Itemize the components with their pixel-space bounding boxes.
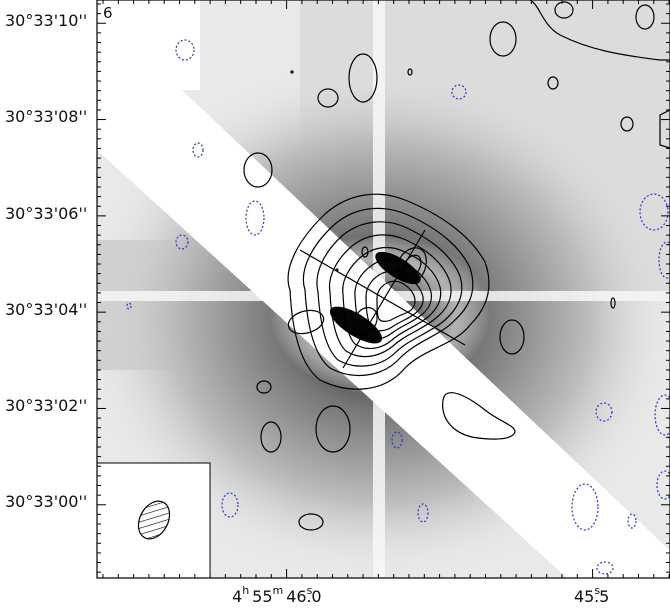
dec-tick-label: 30°33'00'': [5, 492, 87, 511]
positive-contours-main: [287, 193, 490, 390]
dec-tick-label: 30°33'08'': [5, 107, 87, 126]
beam-ellipse: [137, 500, 171, 540]
dec-tick-label: 30°33'04'': [5, 300, 87, 319]
dec-tick-label: 30°33'02'': [5, 396, 87, 415]
ra-tick-label-46: 4h 55m 46s.0: [232, 584, 322, 606]
ra-tick-label-45-5: 45s.5: [574, 584, 609, 606]
ra-axis-labels: 4h 55m 46s.0 45s.5: [232, 584, 609, 606]
dec-axis-labels: 30°33'10'' 30°33'08'' 30°33'06'' 30°33'0…: [5, 11, 87, 511]
masked-stripe: [97, 60, 670, 578]
bright-core-south: [329, 306, 383, 344]
negative-contours: [126, 39, 670, 575]
axis-ticks: [97, 0, 670, 578]
positive-contours-other: [243, 0, 670, 531]
grayscale-image: [97, 0, 670, 578]
beam-inset: [96, 462, 211, 579]
dec-tick-label: 30°33'06'': [5, 204, 87, 223]
panel-label: 6: [103, 4, 113, 22]
cross-lines: [299, 229, 466, 369]
dec-tick-label: 30°33'10'': [5, 11, 87, 30]
plot-frame: [96, 0, 670, 579]
